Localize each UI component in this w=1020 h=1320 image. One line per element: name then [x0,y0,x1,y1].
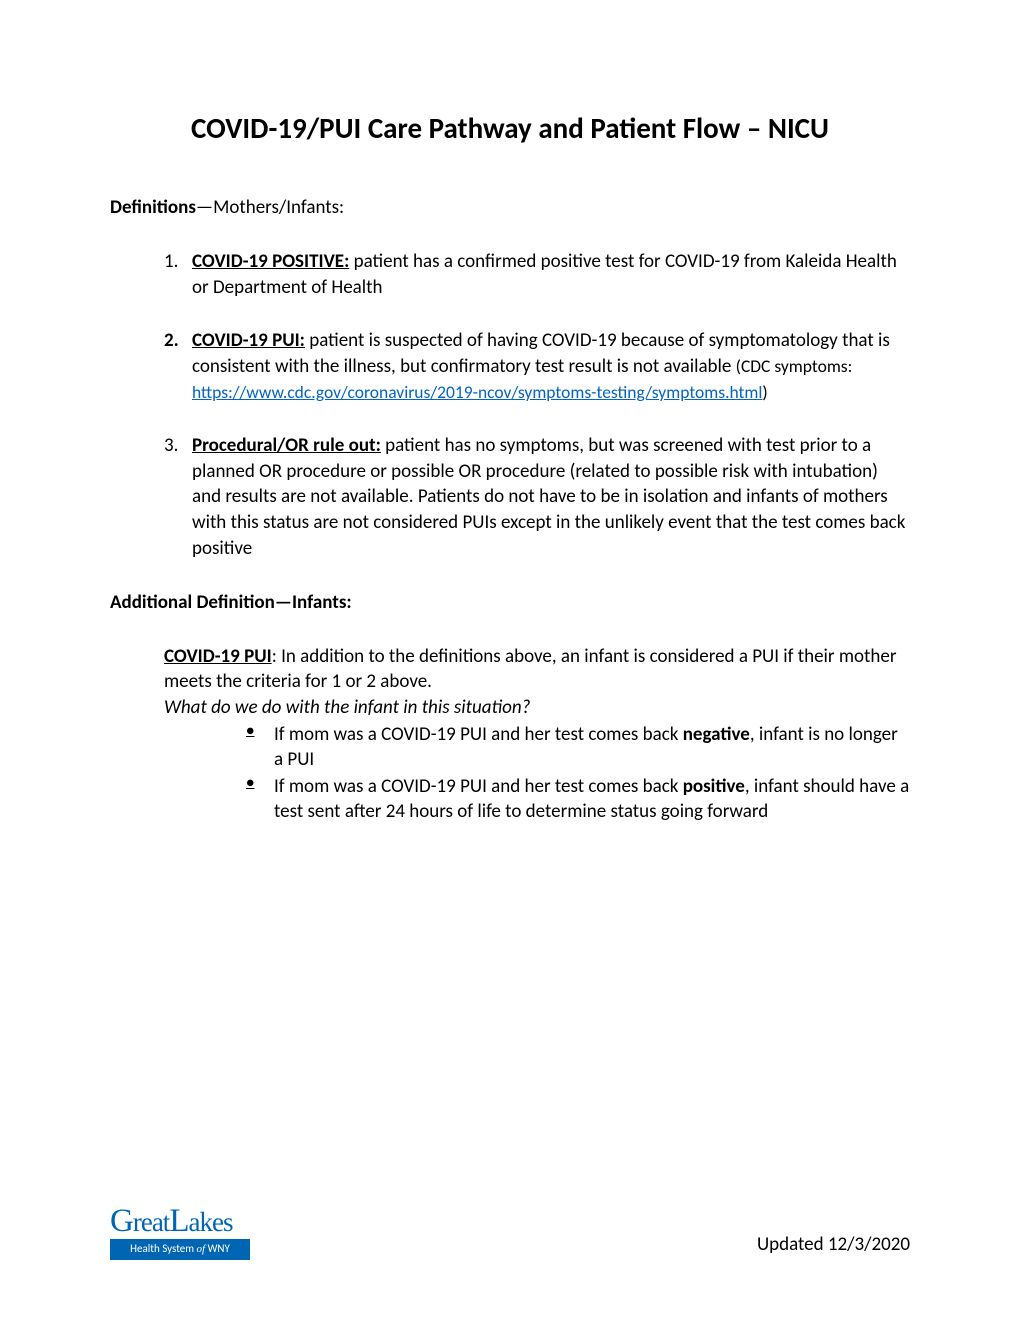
logo-akes: akes [188,1207,232,1237]
definition-item: 2. COVID-19 PUI: patient is suspected of… [164,328,910,405]
definitions-label: Definitions—Mothers/Infants: [110,196,910,219]
logo-bottom-bar: Health System of WNY [110,1239,250,1260]
logo-top-text: GreatLakes [110,1206,250,1237]
def-small-post: ) [762,381,767,403]
bullet-bold: negative [683,723,750,746]
updated-date: Updated 12/3/2020 [757,1233,910,1256]
definitions-bold: Definitions [110,196,196,219]
bullet-pre: If mom was a COVID-19 PUI and her test c… [274,775,683,798]
definition-item: 3. Procedural/OR rule out: patient has n… [164,433,910,561]
logo-g: G [110,1203,133,1239]
def-term: Procedural/OR rule out: [192,434,381,457]
infant-pui-block: COVID-19 PUI: In addition to the definit… [164,644,910,824]
infant-pui-line: COVID-19 PUI: In addition to the definit… [164,644,910,694]
logo-bottom-of: of [197,1243,206,1255]
bullet-item: If mom was a COVID-19 PUI and her test c… [246,774,910,824]
logo-l: L [169,1203,188,1239]
page-footer: GreatLakes Health System of WNY Updated … [110,1206,910,1260]
definitions-list: 1. COVID-19 POSITIVE: patient has a conf… [164,249,910,561]
bullet-pre: If mom was a COVID-19 PUI and her test c… [274,723,683,746]
page-title: COVID-19/PUI Care Pathway and Patient Fl… [110,110,910,146]
list-number: 2. [164,328,179,354]
infant-bullets: If mom was a COVID-19 PUI and her test c… [246,722,910,824]
def-term: COVID-19 PUI: [192,329,305,352]
logo-bottom-post: WNY [205,1242,230,1255]
def-term: COVID-19 POSITIVE: [192,250,349,273]
list-number: 1. [164,249,178,275]
infant-pui-term: COVID-19 PUI [164,645,272,668]
additional-definition-label: Additional Definition—Infants: [110,591,910,614]
infant-pui-body: : In addition to the definitions above, … [164,645,896,693]
greatlakes-logo: GreatLakes Health System of WNY [110,1206,250,1260]
logo-bottom-pre: Health System [130,1242,196,1255]
cdc-link[interactable]: https://www.cdc.gov/coronavirus/2019-nco… [192,381,762,403]
list-number: 3. [164,433,178,459]
infant-question: What do we do with the infant in this si… [164,695,910,720]
def-small-pre: (CDC symptoms: [736,355,853,377]
definitions-rest: —Mothers/Infants: [196,196,344,219]
definition-item: 1. COVID-19 POSITIVE: patient has a conf… [164,249,910,300]
bullet-item: If mom was a COVID-19 PUI and her test c… [246,722,910,772]
logo-reat: reat [133,1207,169,1237]
bullet-bold: positive [683,775,745,798]
